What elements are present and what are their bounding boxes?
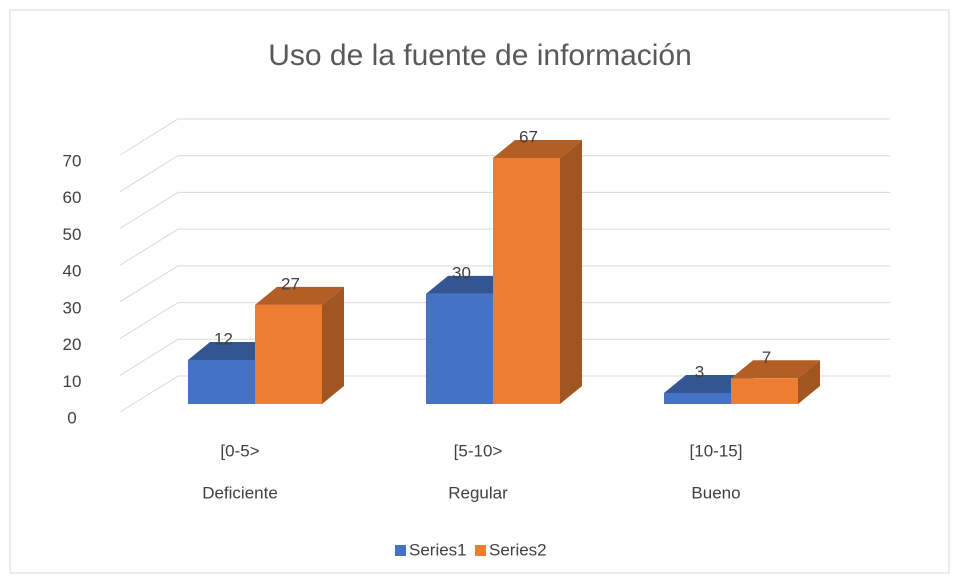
- legend-label: Series1: [409, 540, 467, 559]
- x-tick-label: [5-10>: [454, 441, 503, 460]
- x-group-label: Bueno: [691, 483, 740, 502]
- grid-line: [119, 118, 890, 156]
- bar-side: [560, 140, 582, 404]
- x-tick-label: [10-15]: [690, 441, 743, 460]
- y-tick-label: 50: [63, 225, 82, 244]
- bar-top: [426, 275, 515, 294]
- y-tick-label: 60: [63, 188, 82, 207]
- data-label: 7: [762, 348, 771, 367]
- bar-top: [493, 140, 582, 159]
- y-tick-label: 0: [67, 408, 76, 427]
- grid-line: [119, 375, 890, 413]
- bar-top: [664, 374, 753, 393]
- bar-front: [664, 392, 731, 404]
- bar-top: [188, 341, 277, 360]
- x-tick-label: [0-5>: [220, 441, 259, 460]
- legend-swatch: [475, 545, 486, 556]
- bar-top: [255, 286, 344, 305]
- chart-title: Uso de la fuente de información: [268, 39, 692, 72]
- legend-swatch: [395, 545, 406, 556]
- grid-line: [119, 228, 890, 266]
- grid-line: [119, 191, 890, 229]
- y-tick-label: 20: [63, 335, 82, 354]
- bar-side: [798, 360, 820, 404]
- bar-top: [731, 360, 820, 379]
- y-tick-label: 70: [63, 151, 82, 170]
- data-label: 12: [214, 329, 233, 348]
- bar: [493, 140, 582, 404]
- grid-line: [119, 338, 890, 376]
- data-label: 30: [452, 263, 471, 282]
- y-tick-label: 30: [63, 298, 82, 317]
- bar-front: [426, 293, 493, 404]
- bar-front: [731, 378, 798, 404]
- bar: [731, 360, 820, 404]
- grid-line: [119, 302, 890, 339]
- x-group-label: Regular: [448, 483, 508, 502]
- data-label: 27: [281, 274, 300, 293]
- data-label: 3: [695, 362, 704, 381]
- grid-line: [119, 265, 890, 303]
- bar: [255, 286, 344, 404]
- data-label: 67: [519, 127, 538, 146]
- bar-front: [255, 304, 322, 404]
- y-tick-label: 40: [63, 262, 82, 281]
- x-group-label: Deficiente: [202, 483, 278, 502]
- legend-label: Series2: [489, 540, 547, 559]
- y-tick-label: 10: [63, 372, 82, 391]
- grid-line: [119, 155, 890, 193]
- bar-side: [322, 286, 344, 404]
- bar-front: [188, 359, 255, 404]
- bar-front: [493, 158, 560, 404]
